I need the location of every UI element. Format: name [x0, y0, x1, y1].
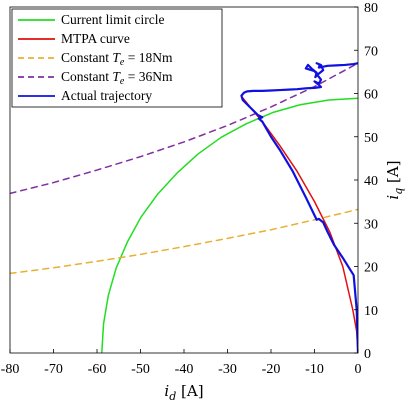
legend-box [11, 8, 223, 108]
legend: Current limit circle MTPA curve Constant T… [11, 8, 223, 108]
legend-label: MTPA curve [61, 31, 130, 46]
y-tick-label: 80 [364, 1, 378, 16]
series-actual-trajectory [240, 62, 358, 353]
series-mtpa-curve [241, 97, 358, 353]
x-tick-label: -80 [1, 362, 20, 377]
x-tick-label: 0 [355, 362, 362, 377]
y-tick-label: 10 [364, 304, 378, 319]
y-tick-label: 50 [364, 131, 378, 146]
series-constant-te-36 [10, 62, 358, 195]
y-tick-label: 70 [364, 44, 378, 59]
series-layer [10, 62, 358, 353]
series-constant-te-18 [10, 208, 358, 275]
legend-label: Current limit circle [61, 12, 164, 27]
y-tick-label: 60 [364, 88, 378, 103]
x-tick-label: -10 [305, 362, 324, 377]
legend-label: Actual trajectory [61, 88, 152, 103]
x-tick-label: -40 [175, 362, 194, 377]
y-tick-label: 0 [364, 347, 371, 362]
x-axis: -80 -70 -60 -50 -40 -30 -20 -10 0 [1, 349, 362, 377]
x-tick-label: -20 [262, 362, 281, 377]
y-tick-label: 30 [364, 217, 378, 232]
y-axis: 0 10 20 30 40 50 60 70 80 [354, 1, 378, 362]
x-axis-title: id [A] [164, 382, 203, 403]
x-tick-label: -30 [218, 362, 237, 377]
y-tick-label: 40 [364, 174, 378, 189]
x-tick-label: -60 [88, 362, 107, 377]
y-axis-title: iq [A] [384, 160, 405, 199]
y-tick-label: 20 [364, 261, 378, 276]
legend-label: Constant Te = 18Nm [61, 50, 173, 68]
x-tick-label: -70 [44, 362, 63, 377]
x-tick-label: -50 [131, 362, 150, 377]
series-current-limit-circle [101, 97, 358, 353]
legend-label: Constant Te = 36Nm [61, 69, 173, 87]
